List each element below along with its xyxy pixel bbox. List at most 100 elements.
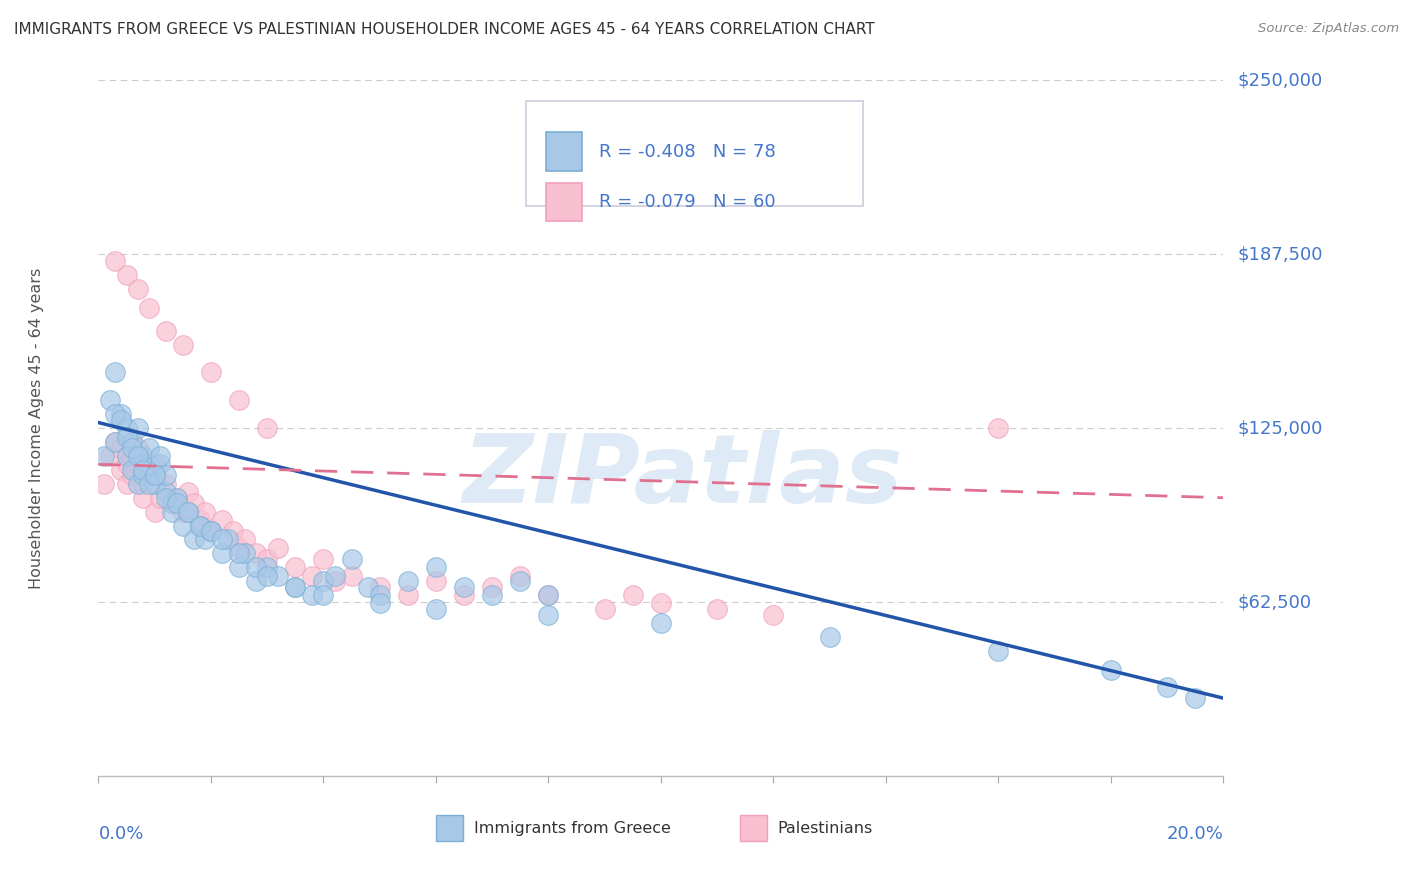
Point <box>121 441 143 455</box>
Point <box>183 496 205 510</box>
Point <box>284 560 307 574</box>
Point <box>256 421 278 435</box>
Point <box>222 524 245 538</box>
Point <box>115 458 138 472</box>
Point <box>121 463 143 477</box>
Point <box>233 546 256 560</box>
Point <box>301 568 323 582</box>
Point <box>256 560 278 574</box>
Point <box>172 518 194 533</box>
Point <box>138 468 160 483</box>
Point <box>104 435 127 450</box>
Point <box>110 407 132 421</box>
Point <box>104 366 127 380</box>
Point <box>166 496 188 510</box>
Point <box>160 496 183 510</box>
Point <box>818 630 841 644</box>
FancyBboxPatch shape <box>740 815 766 841</box>
Point <box>172 337 194 351</box>
Text: IMMIGRANTS FROM GREECE VS PALESTINIAN HOUSEHOLDER INCOME AGES 45 - 64 YEARS CORR: IMMIGRANTS FROM GREECE VS PALESTINIAN HO… <box>14 22 875 37</box>
Point <box>177 485 200 500</box>
Point <box>368 597 391 611</box>
Point <box>183 533 205 547</box>
Point <box>115 268 138 282</box>
FancyBboxPatch shape <box>546 132 582 170</box>
Point <box>194 533 217 547</box>
Point <box>425 574 447 589</box>
Point <box>245 574 267 589</box>
Point <box>621 588 644 602</box>
Point <box>155 491 177 505</box>
Point <box>138 458 160 472</box>
Point <box>217 533 239 547</box>
Point <box>121 435 143 450</box>
Point <box>987 421 1010 435</box>
Point <box>155 468 177 483</box>
Point <box>509 568 531 582</box>
Point <box>323 568 346 582</box>
Point <box>425 602 447 616</box>
Point <box>228 560 250 574</box>
Point <box>233 533 256 547</box>
Point <box>340 552 363 566</box>
Point <box>143 458 166 472</box>
Point <box>110 463 132 477</box>
Point <box>1099 663 1122 677</box>
Point <box>650 597 672 611</box>
Text: Palestinians: Palestinians <box>778 821 873 836</box>
Text: $125,000: $125,000 <box>1237 419 1323 437</box>
Point <box>132 463 155 477</box>
Point <box>267 568 290 582</box>
Point <box>481 588 503 602</box>
Point <box>245 546 267 560</box>
Point <box>110 413 132 427</box>
Point <box>211 546 233 560</box>
FancyBboxPatch shape <box>526 101 863 205</box>
Point <box>127 421 149 435</box>
Text: Source: ZipAtlas.com: Source: ZipAtlas.com <box>1258 22 1399 36</box>
Point <box>1156 680 1178 694</box>
Point <box>368 580 391 594</box>
Point <box>160 505 183 519</box>
Point <box>200 524 222 538</box>
Point <box>104 254 127 268</box>
Point <box>166 491 188 505</box>
Point <box>104 435 127 450</box>
Point <box>166 491 188 505</box>
FancyBboxPatch shape <box>546 183 582 221</box>
Point <box>987 644 1010 658</box>
Point <box>245 560 267 574</box>
Point <box>228 393 250 408</box>
Point <box>1184 691 1206 706</box>
Point <box>706 602 728 616</box>
Point <box>98 449 121 463</box>
Point <box>149 458 172 472</box>
Point <box>121 468 143 483</box>
Point <box>177 505 200 519</box>
Point <box>267 541 290 555</box>
Point <box>115 429 138 443</box>
Point <box>127 476 149 491</box>
Point <box>149 491 172 505</box>
Point <box>537 588 560 602</box>
Point <box>312 574 335 589</box>
Point <box>138 301 160 316</box>
Point <box>127 458 149 472</box>
Point <box>256 568 278 582</box>
Point <box>762 607 785 622</box>
Point <box>155 324 177 338</box>
Point <box>228 546 250 560</box>
Text: $62,500: $62,500 <box>1237 593 1312 611</box>
Point <box>188 518 211 533</box>
Text: R = -0.408   N = 78: R = -0.408 N = 78 <box>599 143 776 161</box>
Point <box>312 552 335 566</box>
Point <box>143 468 166 483</box>
Point <box>425 560 447 574</box>
Point <box>132 491 155 505</box>
Point <box>200 524 222 538</box>
Point <box>256 552 278 566</box>
Point <box>200 366 222 380</box>
Point <box>188 513 211 527</box>
Point <box>143 476 166 491</box>
Point <box>650 615 672 630</box>
